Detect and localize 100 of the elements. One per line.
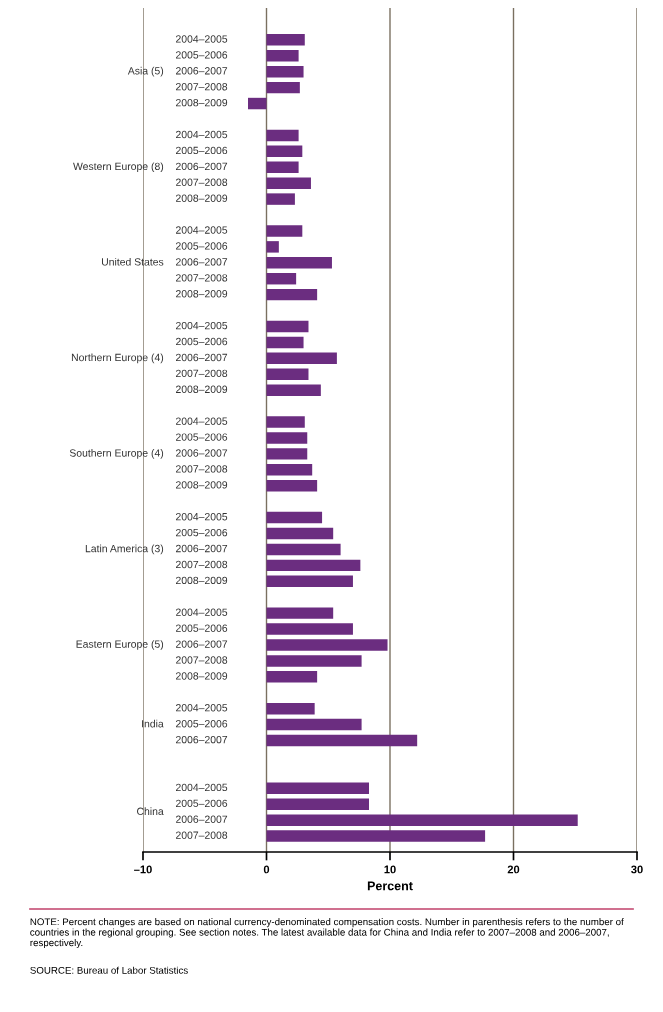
y-tick-label: 2004–2005 — [176, 130, 228, 139]
x-tick-label: –10 — [134, 865, 152, 874]
annotation: Northern Europe (4) — [71, 353, 164, 364]
annotation: United States — [101, 257, 164, 266]
x-tick-label: 0 — [263, 865, 270, 874]
y-tick-label: 2006–2007 — [176, 815, 228, 823]
y-tick-label: 2008–2009 — [176, 290, 228, 298]
y-tick-label: 2006–2007 — [176, 640, 228, 648]
annotation: Asia (5) — [127, 66, 164, 77]
y-tick-label: 2005–2006 — [176, 51, 228, 59]
bar — [266, 416, 305, 428]
bar — [266, 464, 313, 476]
y-tick-label: 2006–2007 — [176, 162, 228, 171]
y-tick-label: 2005–2006 — [176, 337, 228, 346]
bar — [266, 623, 353, 635]
bar — [266, 65, 304, 78]
y-tick-label: 2004–2005 — [176, 417, 228, 425]
y-tick-label: 2008–2009 — [176, 98, 228, 107]
bar — [266, 352, 337, 365]
bar — [266, 34, 305, 46]
bar — [266, 702, 315, 715]
bar — [247, 97, 267, 110]
bar — [266, 830, 486, 842]
bar — [266, 480, 318, 492]
x-tick-label: 10 — [384, 865, 396, 874]
y-tick-label: 2007–2008 — [176, 831, 228, 839]
bar — [266, 734, 418, 747]
bar — [266, 543, 341, 556]
annotation: Latin America (3) — [85, 544, 164, 555]
bar — [266, 241, 279, 253]
bar — [266, 225, 303, 237]
annotation: India — [142, 719, 164, 728]
annotation: Eastern Europe (5) — [76, 640, 164, 650]
bar — [266, 161, 299, 173]
bar — [266, 81, 300, 94]
bar — [266, 129, 299, 142]
annotation: Western Europe (8) — [73, 162, 164, 173]
x-tick-label: 20 — [507, 865, 520, 874]
x-axis-title: Percent — [367, 881, 413, 891]
source-note: SOURCE: Bureau of Labor Statistics — [30, 966, 188, 974]
y-tick-label: 2005–2006 — [176, 433, 228, 441]
y-tick-label: 2007–2008 — [176, 465, 228, 473]
bar — [266, 671, 318, 683]
y-tick-label: 2006–2007 — [176, 544, 228, 553]
bar — [266, 782, 370, 795]
bar — [266, 384, 321, 396]
y-tick-label: 2005–2006 — [176, 242, 228, 250]
bar — [266, 607, 334, 619]
bar — [266, 288, 318, 301]
y-tick-label: 2007–2008 — [176, 369, 228, 378]
y-tick-label: 2005–2006 — [176, 799, 228, 808]
bar — [266, 368, 309, 380]
y-tick-label: 2004–2005 — [176, 513, 228, 521]
bar — [266, 655, 362, 667]
x-tick-label: 30 — [631, 865, 643, 874]
y-tick-label: 2008–2009 — [176, 385, 228, 393]
y-tick-label: 2004–2005 — [176, 321, 228, 330]
y-tick-label: 2006–2007 — [176, 735, 228, 744]
y-tick-label: 2006–2007 — [176, 67, 228, 75]
y-tick-label: 2005–2006 — [176, 146, 228, 155]
y-tick-label: 2008–2009 — [176, 672, 228, 680]
y-tick-label: 2004–2005 — [176, 35, 228, 43]
y-tick-label: 2007–2008 — [176, 178, 228, 186]
bar — [266, 718, 362, 731]
bar — [266, 336, 304, 349]
annotation: China — [137, 807, 164, 815]
bar — [266, 432, 308, 444]
y-tick-label: 2007–2008 — [176, 560, 228, 569]
y-tick-label: 2006–2007 — [176, 258, 228, 266]
bar — [266, 193, 295, 205]
bar — [266, 320, 309, 333]
bar — [266, 272, 297, 285]
y-tick-label: 2007–2008 — [176, 656, 228, 664]
y-tick-label: 2005–2006 — [176, 720, 228, 728]
bar — [266, 814, 578, 826]
y-tick-label: 2006–2007 — [176, 449, 228, 457]
annotation: Southern Europe (4) — [69, 449, 164, 459]
y-tick-label: 2005–2006 — [176, 528, 228, 537]
y-tick-label: 2008–2009 — [176, 481, 228, 489]
y-tick-label: 2004–2005 — [176, 704, 228, 712]
text: NOTE: Percent changes are based on national currency-denominated compensation costs. Number in parenthesis refers to the number of countries in the regional grouping. See section notes. The latest available data for China and India refer to 2007–2008 and 2006–2007, respectively. — [30, 918, 624, 949]
bar — [266, 177, 311, 189]
y-tick-label: 2004–2005 — [176, 226, 228, 234]
bar — [266, 575, 353, 588]
bar — [266, 511, 323, 524]
y-tick-label: 2007–2008 — [176, 83, 228, 91]
bar — [266, 448, 308, 460]
y-tick-label: 2006–2007 — [176, 353, 228, 362]
y-tick-label: 2004–2005 — [176, 783, 228, 792]
y-tick-label: 2008–2009 — [176, 576, 228, 585]
bar — [266, 50, 299, 62]
bar — [266, 798, 370, 810]
y-tick-label: 2005–2006 — [176, 624, 228, 632]
bar — [266, 639, 388, 651]
y-tick-label: 2007–2008 — [176, 274, 228, 282]
bar — [266, 527, 334, 540]
bar — [266, 145, 303, 158]
bar — [266, 257, 332, 269]
bar — [266, 559, 361, 572]
y-tick-label: 2008–2009 — [176, 194, 228, 202]
